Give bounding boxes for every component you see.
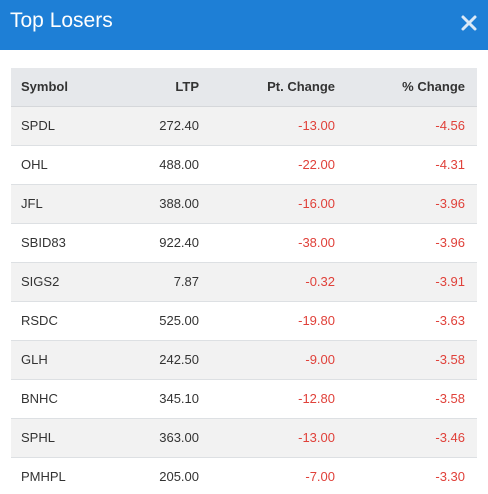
symbol-cell: SPHL bbox=[11, 418, 121, 458]
ltp-cell: 363.00 bbox=[121, 418, 211, 458]
pct-change-cell: -3.96 bbox=[347, 223, 477, 263]
symbol-cell: PMHPL bbox=[11, 457, 121, 494]
table-row[interactable]: BNHC 345.10 -12.80 -3.58 bbox=[11, 379, 477, 419]
symbol-cell: SIGS2 bbox=[11, 262, 121, 302]
symbol-cell: JFL bbox=[11, 184, 121, 224]
ltp-cell: 525.00 bbox=[121, 301, 211, 341]
pct-change-cell: -4.31 bbox=[347, 145, 477, 185]
pct-change-cell: -3.58 bbox=[347, 379, 477, 419]
table-row[interactable]: JFL 388.00 -16.00 -3.96 bbox=[11, 184, 477, 224]
table-row[interactable]: SPDL 272.40 -13.00 -4.56 bbox=[11, 106, 477, 146]
symbol-cell: GLH bbox=[11, 340, 121, 380]
ltp-cell: 272.40 bbox=[121, 106, 211, 146]
ltp-cell: 242.50 bbox=[121, 340, 211, 380]
dialog-title: Top Losers bbox=[10, 9, 113, 32]
pt-change-cell: -0.32 bbox=[211, 262, 347, 302]
table-row[interactable]: GLH 242.50 -9.00 -3.58 bbox=[11, 340, 477, 380]
ltp-cell: 388.00 bbox=[121, 184, 211, 224]
symbol-cell: OHL bbox=[11, 145, 121, 185]
table-row[interactable]: RSDC 525.00 -19.80 -3.63 bbox=[11, 301, 477, 341]
pct-change-cell: -3.63 bbox=[347, 301, 477, 341]
column-header-pct-change[interactable]: % Change bbox=[347, 68, 477, 107]
symbol-cell: SBID83 bbox=[11, 223, 121, 263]
column-header-symbol[interactable]: Symbol bbox=[11, 68, 121, 107]
ltp-cell: 922.40 bbox=[121, 223, 211, 263]
pct-change-cell: -3.46 bbox=[347, 418, 477, 458]
symbol-cell: BNHC bbox=[11, 379, 121, 419]
table-row[interactable]: SPHL 363.00 -13.00 -3.46 bbox=[11, 418, 477, 458]
table-row[interactable]: PMHPL 205.00 -7.00 -3.30 bbox=[11, 457, 477, 494]
pt-change-cell: -13.00 bbox=[211, 418, 347, 458]
symbol-cell: RSDC bbox=[11, 301, 121, 341]
pct-change-cell: -3.58 bbox=[347, 340, 477, 380]
pt-change-cell: -9.00 bbox=[211, 340, 347, 380]
pt-change-cell: -7.00 bbox=[211, 457, 347, 494]
pt-change-cell: -38.00 bbox=[211, 223, 347, 263]
ltp-cell: 7.87 bbox=[121, 262, 211, 302]
table-row[interactable]: SIGS2 7.87 -0.32 -3.91 bbox=[11, 262, 477, 302]
table-row[interactable]: SBID83 922.40 -38.00 -3.96 bbox=[11, 223, 477, 263]
pct-change-cell: -4.56 bbox=[347, 106, 477, 146]
pct-change-cell: -3.30 bbox=[347, 457, 477, 494]
column-header-ltp[interactable]: LTP bbox=[121, 68, 211, 107]
ltp-cell: 345.10 bbox=[121, 379, 211, 419]
pt-change-cell: -16.00 bbox=[211, 184, 347, 224]
ltp-cell: 488.00 bbox=[121, 145, 211, 185]
table-row[interactable]: OHL 488.00 -22.00 -4.31 bbox=[11, 145, 477, 185]
close-icon[interactable] bbox=[460, 12, 478, 34]
pt-change-cell: -13.00 bbox=[211, 106, 347, 146]
pct-change-cell: -3.96 bbox=[347, 184, 477, 224]
pt-change-cell: -12.80 bbox=[211, 379, 347, 419]
ltp-cell: 205.00 bbox=[121, 457, 211, 494]
dialog-header: Top Losers bbox=[0, 0, 488, 50]
losers-table-container: Symbol LTP Pt. Change % Change SPDL 272.4… bbox=[11, 68, 477, 494]
pt-change-cell: -22.00 bbox=[211, 145, 347, 185]
table-header-row: Symbol LTP Pt. Change % Change bbox=[11, 68, 477, 107]
column-header-pt-change[interactable]: Pt. Change bbox=[211, 68, 347, 107]
symbol-cell: SPDL bbox=[11, 106, 121, 146]
losers-table: Symbol LTP Pt. Change % Change SPDL 272.4… bbox=[11, 68, 477, 494]
pct-change-cell: -3.91 bbox=[347, 262, 477, 302]
pt-change-cell: -19.80 bbox=[211, 301, 347, 341]
